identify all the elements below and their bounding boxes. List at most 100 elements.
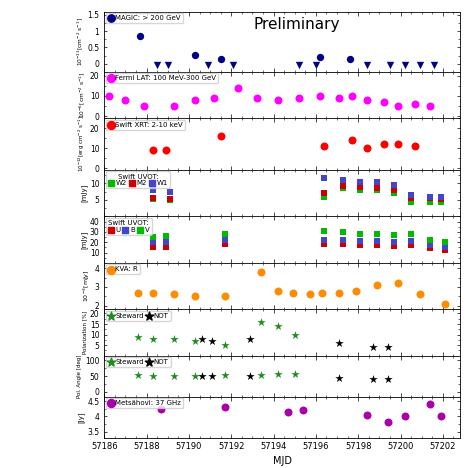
Point (257, 371, 264, 378)
Point (391, 239, 398, 246)
Point (221, 292, 228, 300)
Y-axis label: $10^{-11}$[cm$^{-2}$ s$^{-1}$]: $10^{-11}$[cm$^{-2}$ s$^{-1}$] (75, 17, 84, 66)
Point (217, 55, 225, 63)
Point (149, 186, 157, 194)
Y-axis label: [mJy]: [mJy] (80, 184, 87, 203)
Point (336, 374, 343, 381)
Text: Preliminary: Preliminary (254, 16, 340, 31)
Point (401, 413, 409, 420)
Point (363, 144, 371, 152)
Point (137, 32, 144, 40)
X-axis label: MJD: MJD (273, 456, 292, 466)
Point (407, 241, 415, 249)
Point (158, 405, 165, 412)
Legend: Fermi LAT: 100 MeV-300 GeV: Fermi LAT: 100 MeV-300 GeV (106, 73, 219, 83)
Point (374, 178, 381, 185)
Y-axis label: $10^{-12}$[erg cm$^{-2}$ s$^{-1}$]: $10^{-12}$[erg cm$^{-2}$ s$^{-1}$] (77, 116, 87, 173)
Point (356, 230, 364, 238)
Legend: MAGIC: > 200 GeV: MAGIC: > 200 GeV (106, 13, 183, 23)
Legend: Steward, NOT: Steward, NOT (106, 311, 171, 321)
Point (391, 190, 398, 197)
Y-axis label: Polarization [%]: Polarization [%] (82, 311, 87, 354)
Point (427, 193, 434, 200)
Point (374, 230, 381, 238)
Point (166, 197, 173, 204)
Point (384, 375, 392, 382)
Point (149, 195, 157, 202)
Point (149, 373, 157, 380)
Point (191, 337, 199, 344)
Point (320, 236, 328, 244)
Point (380, 98, 387, 106)
Point (374, 184, 381, 192)
Point (336, 94, 343, 102)
Point (320, 241, 328, 248)
Point (170, 291, 178, 298)
Point (221, 371, 228, 378)
Point (320, 227, 328, 234)
Point (336, 339, 343, 347)
Point (134, 371, 142, 378)
Point (122, 96, 129, 104)
Point (191, 96, 199, 104)
Point (369, 375, 377, 382)
Point (149, 234, 157, 241)
Point (274, 322, 282, 330)
Point (356, 237, 364, 245)
Point (395, 140, 402, 148)
Point (339, 176, 347, 184)
Point (427, 236, 434, 244)
Legend: W2, M2, W1: W2, M2, W1 (106, 171, 170, 188)
Point (437, 193, 445, 201)
Point (300, 407, 307, 414)
Point (391, 186, 398, 194)
Y-axis label: [Jy]: [Jy] (78, 411, 84, 423)
Point (386, 61, 394, 69)
Point (437, 195, 445, 203)
Point (356, 241, 364, 249)
Point (162, 239, 169, 246)
Point (441, 244, 449, 251)
Point (284, 408, 292, 416)
Point (149, 146, 157, 154)
Point (134, 333, 142, 340)
Point (105, 92, 112, 100)
Point (363, 411, 371, 418)
Point (395, 279, 402, 287)
Legend: KVA: R: KVA: R (106, 264, 140, 274)
Point (162, 244, 169, 251)
Point (348, 136, 356, 144)
Point (320, 175, 328, 182)
Point (166, 196, 173, 203)
Point (427, 195, 434, 202)
Point (204, 61, 212, 69)
Point (384, 418, 392, 425)
Point (416, 291, 423, 298)
Y-axis label: [mJy]: [mJy] (80, 230, 87, 249)
Point (149, 239, 157, 246)
Point (441, 300, 449, 307)
Point (295, 94, 303, 102)
Point (427, 245, 434, 252)
Point (162, 146, 169, 154)
Point (437, 413, 445, 420)
Point (441, 247, 449, 254)
Point (221, 236, 228, 244)
Point (221, 341, 228, 349)
Point (320, 189, 328, 196)
Point (253, 94, 260, 102)
Point (149, 196, 157, 203)
Point (339, 241, 347, 248)
Point (384, 344, 392, 351)
Point (427, 102, 434, 110)
Point (437, 198, 445, 206)
Point (407, 237, 415, 245)
Legend: Metsähovi: 37 GHz: Metsähovi: 37 GHz (106, 398, 183, 408)
Point (170, 335, 178, 343)
Point (289, 289, 296, 296)
Point (363, 96, 371, 104)
Point (339, 184, 347, 192)
Point (291, 331, 299, 338)
Point (170, 102, 178, 110)
Point (391, 231, 398, 239)
